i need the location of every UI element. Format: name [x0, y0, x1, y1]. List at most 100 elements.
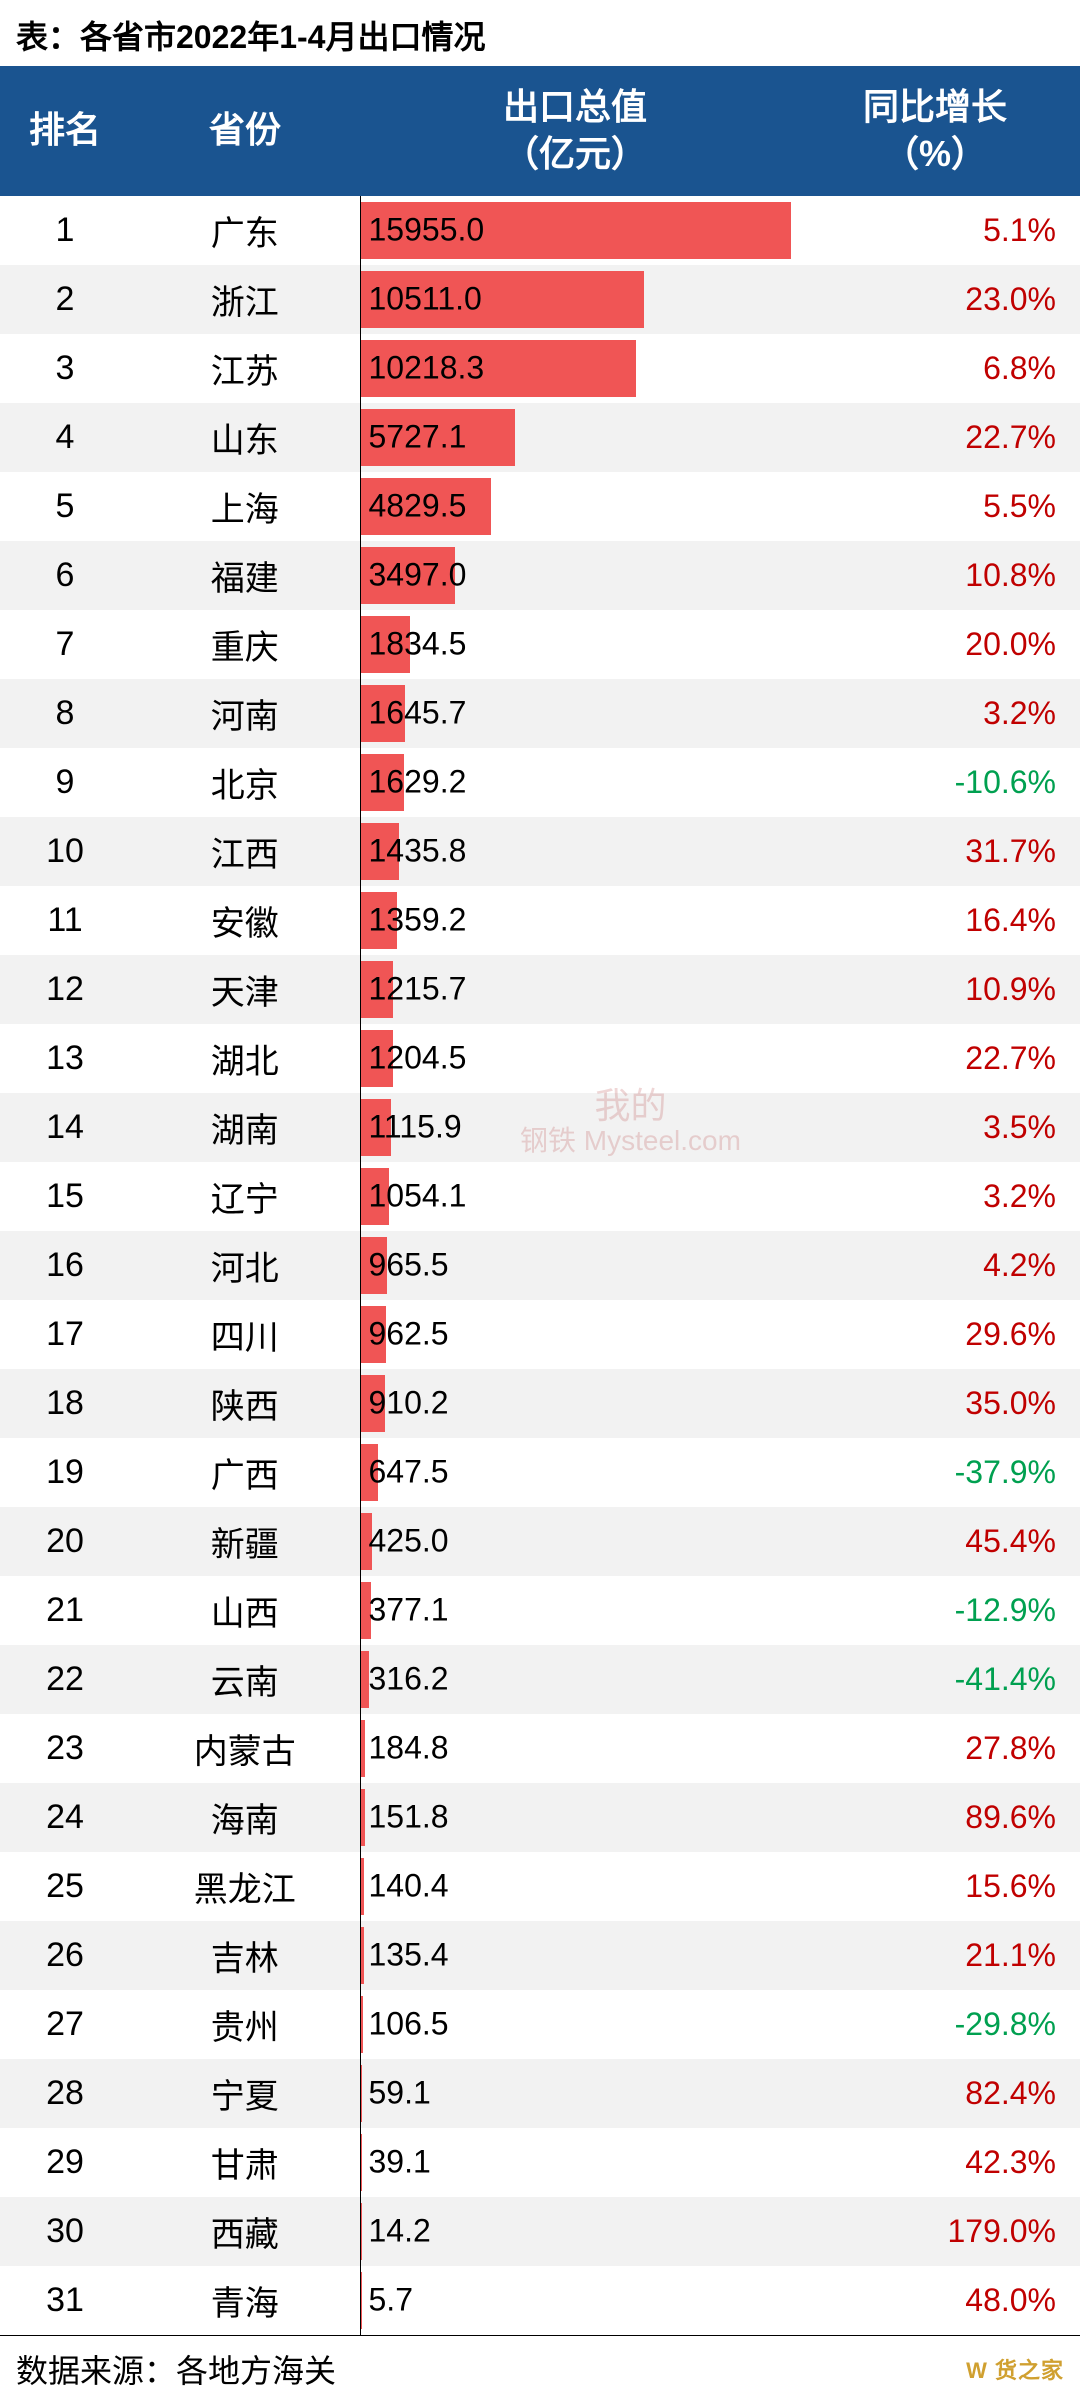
table-row: 13湖北1204.522.7% — [0, 1024, 1080, 1093]
value-cell: 910.2 — [360, 1369, 790, 1438]
province-cell: 黑龙江 — [130, 1852, 360, 1921]
province-cell: 内蒙古 — [130, 1714, 360, 1783]
value-bar — [361, 1927, 365, 1984]
growth-cell: 31.7% — [790, 817, 1080, 886]
value-label: 1215.7 — [369, 971, 467, 1008]
header-growth: 同比增长（%） — [790, 66, 1080, 196]
province-cell: 新疆 — [130, 1507, 360, 1576]
rank-cell: 6 — [0, 541, 130, 610]
table-row: 8河南1645.73.2% — [0, 679, 1080, 748]
footer: 数据来源：各地方海关 W 货之家 — [0, 2335, 1080, 2402]
value-cell: 1215.7 — [360, 955, 790, 1024]
table-row: 19广西647.5-37.9% — [0, 1438, 1080, 1507]
table-row: 28宁夏59.182.4% — [0, 2059, 1080, 2128]
province-cell: 天津 — [130, 955, 360, 1024]
value-label: 151.8 — [369, 1799, 449, 1836]
province-cell: 海南 — [130, 1783, 360, 1852]
value-cell: 184.8 — [360, 1714, 790, 1783]
growth-cell: 10.9% — [790, 955, 1080, 1024]
table-row: 20新疆425.045.4% — [0, 1507, 1080, 1576]
table-row: 7重庆1834.5 20.0% — [0, 610, 1080, 679]
rank-cell: 11 — [0, 886, 130, 955]
header-value: 出口总值（亿元） — [360, 66, 790, 196]
table-row: 23内蒙古184.827.8% — [0, 1714, 1080, 1783]
province-cell: 安徽 — [130, 886, 360, 955]
value-bar — [361, 1720, 366, 1777]
rank-cell: 27 — [0, 1990, 130, 2059]
table-row: 21山西377.1-12.9% — [0, 1576, 1080, 1645]
value-label: 1834.5 — [369, 626, 467, 663]
rank-cell: 20 — [0, 1507, 130, 1576]
table-title: 表：各省市2022年1-4月出口情况 — [0, 0, 1080, 66]
rank-cell: 7 — [0, 610, 130, 679]
rank-cell: 2 — [0, 265, 130, 334]
header-rank: 排名 — [0, 66, 130, 196]
growth-cell: 82.4% — [790, 2059, 1080, 2128]
value-label: 962.5 — [369, 1316, 449, 1353]
table-row: 10江西1435.831.7% — [0, 817, 1080, 886]
value-label: 1435.8 — [369, 833, 467, 870]
province-cell: 吉林 — [130, 1921, 360, 1990]
value-label: 15955.0 — [369, 212, 485, 249]
value-bar — [361, 2065, 363, 2122]
table-row: 29甘肃39.142.3% — [0, 2128, 1080, 2197]
value-cell: 1204.5 — [360, 1024, 790, 1093]
value-cell: 15955.0 — [360, 196, 790, 265]
growth-cell: 23.0% — [790, 265, 1080, 334]
value-cell: 316.2 — [360, 1645, 790, 1714]
table-row: 18陕西910.235.0% — [0, 1369, 1080, 1438]
growth-cell: 20.0% — [790, 610, 1080, 679]
value-cell: 965.5 — [360, 1231, 790, 1300]
rank-cell: 12 — [0, 955, 130, 1024]
growth-cell: -10.6% — [790, 748, 1080, 817]
table-row: 9北京1629.2-10.6% — [0, 748, 1080, 817]
value-label: 1204.5 — [369, 1040, 467, 1077]
growth-cell: 45.4% — [790, 1507, 1080, 1576]
province-cell: 湖南 — [130, 1093, 360, 1162]
value-label: 10218.3 — [369, 350, 485, 387]
value-label: 1359.2 — [369, 902, 467, 939]
rank-cell: 13 — [0, 1024, 130, 1093]
value-cell: 5727.1 — [360, 403, 790, 472]
value-label: 135.4 — [369, 1937, 449, 1974]
value-bar — [361, 1996, 364, 2053]
growth-cell: 35.0% — [790, 1369, 1080, 1438]
value-label: 14.2 — [369, 2213, 431, 2250]
province-cell: 重庆 — [130, 610, 360, 679]
value-cell: 39.1 — [360, 2128, 790, 2197]
province-cell: 江苏 — [130, 334, 360, 403]
rank-cell: 28 — [0, 2059, 130, 2128]
rank-cell: 15 — [0, 1162, 130, 1231]
table-row: 14湖南1115.93.5% — [0, 1093, 1080, 1162]
growth-cell: -41.4% — [790, 1645, 1080, 1714]
value-cell: 14.2 — [360, 2197, 790, 2266]
value-bar — [361, 2134, 362, 2191]
rank-cell: 18 — [0, 1369, 130, 1438]
value-cell: 1359.2 — [360, 886, 790, 955]
rank-cell: 10 — [0, 817, 130, 886]
rank-cell: 19 — [0, 1438, 130, 1507]
rank-cell: 25 — [0, 1852, 130, 1921]
growth-cell: 22.7% — [790, 1024, 1080, 1093]
value-cell: 647.5 — [360, 1438, 790, 1507]
value-cell: 1435.8 — [360, 817, 790, 886]
source-watermark: W 货之家 — [966, 2353, 1064, 2385]
value-bar — [361, 1858, 365, 1915]
province-cell: 上海 — [130, 472, 360, 541]
province-cell: 辽宁 — [130, 1162, 360, 1231]
province-cell: 山西 — [130, 1576, 360, 1645]
data-source: 数据来源：各地方海关 — [16, 2346, 336, 2392]
value-label: 140.4 — [369, 1868, 449, 1905]
rank-cell: 30 — [0, 2197, 130, 2266]
growth-cell: 10.8% — [790, 541, 1080, 610]
table-row: 2浙江10511.023.0% — [0, 265, 1080, 334]
value-cell: 10511.0 — [360, 265, 790, 334]
province-cell: 陕西 — [130, 1369, 360, 1438]
table-row: 22云南316.2-41.4% — [0, 1645, 1080, 1714]
rank-cell: 22 — [0, 1645, 130, 1714]
value-cell: 106.5 — [360, 1990, 790, 2059]
value-cell: 4829.5 — [360, 472, 790, 541]
province-cell: 河南 — [130, 679, 360, 748]
header-province: 省份 — [130, 66, 360, 196]
value-cell: 135.4 — [360, 1921, 790, 1990]
